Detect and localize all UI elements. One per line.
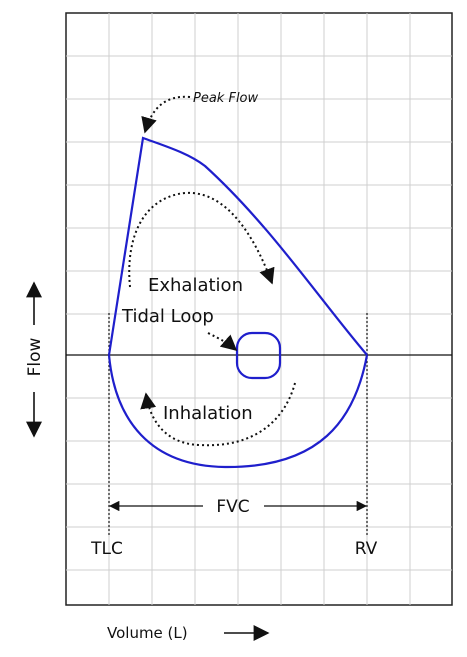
exhalation-arrow [128, 191, 275, 288]
inhalation-arrow [140, 382, 296, 447]
volume-axis-label: Volume (L) [107, 624, 188, 642]
fvc-label: FVC [216, 497, 249, 517]
exhalation-label: Exhalation [148, 275, 243, 296]
expiratory-curve [107, 136, 368, 356]
peak-flow-label: Peak Flow [193, 91, 259, 106]
tlc-label: TLC [90, 539, 123, 559]
tidal-loop-shape [235, 331, 282, 380]
tidal-loop-label: Tidal Loop [121, 306, 214, 327]
tidal-loop-arrow [207, 332, 238, 352]
flow-axis-label: Flow [25, 338, 45, 377]
rv-label: RV [355, 539, 378, 559]
inhalation-label: Inhalation [163, 403, 253, 424]
inspiratory-curve [107, 354, 369, 469]
peak-flow-arrow [141, 95, 191, 134]
